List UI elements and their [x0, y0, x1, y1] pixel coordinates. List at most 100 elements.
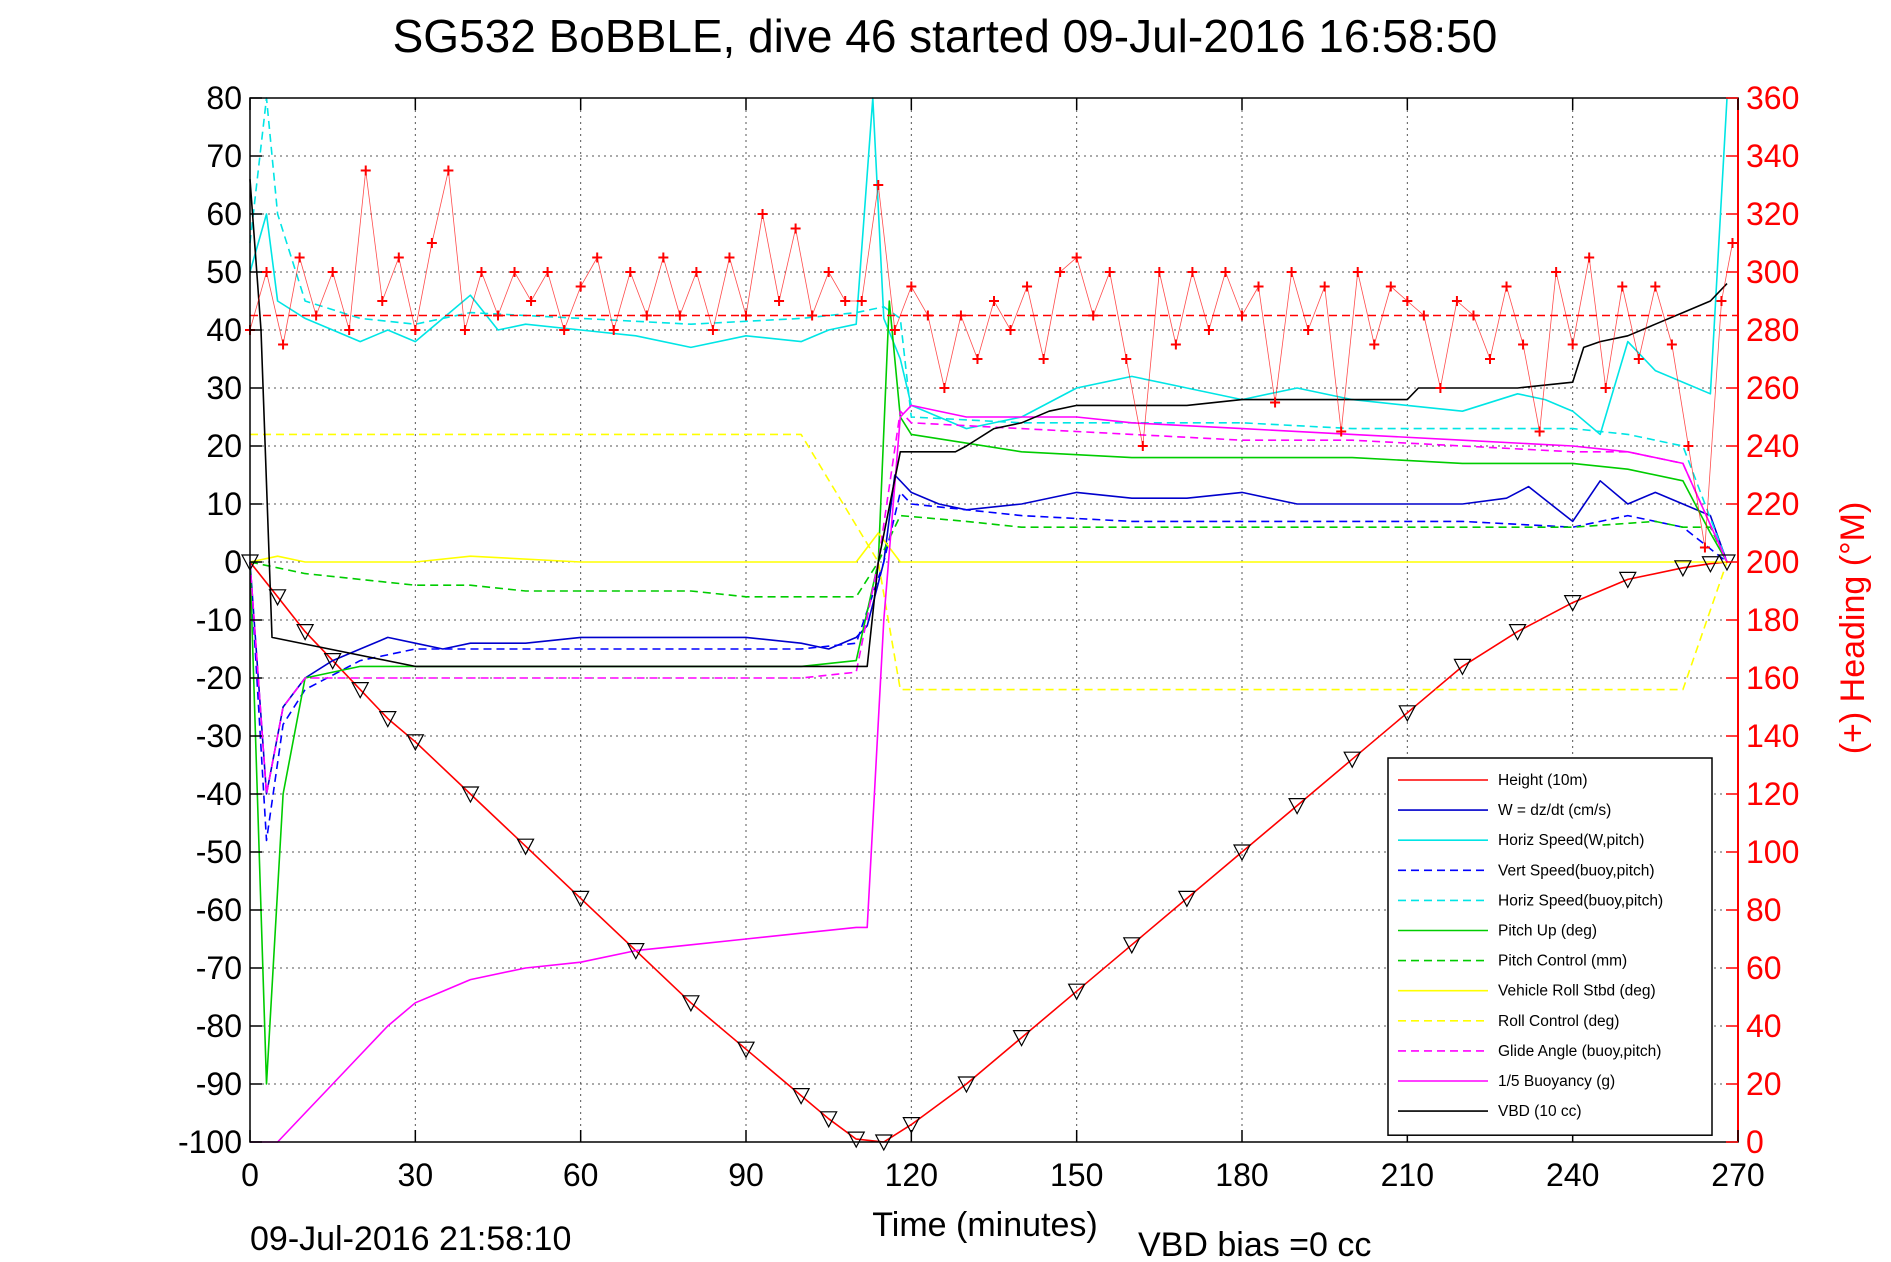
heading-point [294, 252, 305, 263]
heading-point [1055, 267, 1066, 277]
heading-point [1170, 339, 1181, 350]
depth-marker [1067, 983, 1086, 1001]
heading-point [459, 325, 470, 335]
heading-point [625, 267, 636, 277]
depth-marker [902, 1116, 921, 1134]
right-y-tick-label: 300 [1746, 254, 1799, 290]
heading-layer [245, 165, 1738, 553]
heading-point [1253, 281, 1264, 292]
heading-point [1187, 267, 1198, 277]
heading-point [1402, 296, 1413, 306]
heading-point [1270, 397, 1281, 408]
right-y-tick-label: 220 [1746, 486, 1799, 522]
heading-point [972, 354, 983, 364]
depth-marker [516, 838, 535, 856]
heading-point [1369, 339, 1380, 350]
y-tick-label: 70 [206, 138, 242, 174]
depth-marker [1508, 623, 1527, 641]
heading-point [790, 223, 801, 234]
heading-point [1435, 383, 1446, 393]
heading-point [1451, 296, 1462, 306]
heading-point [1336, 426, 1347, 437]
heading-point [1727, 238, 1738, 248]
heading-point [724, 252, 735, 263]
heading-point [493, 310, 503, 321]
heading-point [1005, 325, 1016, 335]
y-tick-label: -30 [196, 718, 242, 754]
legend-label: Pitch Control (mm) [1498, 953, 1627, 970]
heading-point [608, 325, 619, 335]
heading-point [1038, 354, 1049, 364]
depth-marker [1398, 705, 1417, 723]
series-layer [241, 97, 1736, 1152]
x-tick-label: 60 [563, 1157, 599, 1193]
heading-point [1303, 325, 1314, 335]
y-tick-label: -70 [196, 950, 242, 986]
depth-marker [847, 1131, 866, 1149]
heading-point [526, 296, 537, 306]
legend-label: 1/5 Buoyancy (g) [1498, 1073, 1615, 1090]
heading-point [1534, 426, 1545, 437]
x-tick-label: 180 [1215, 1157, 1268, 1193]
right-y-tick-label: 20 [1746, 1066, 1782, 1102]
heading-point [823, 267, 834, 277]
series-line [250, 404, 1728, 1143]
depth-marker [1012, 1029, 1031, 1047]
depth-marker [1563, 594, 1582, 612]
heading-point [1022, 281, 1033, 292]
heading-point [658, 252, 669, 263]
heading-point [476, 267, 487, 277]
heading-point [707, 325, 718, 335]
heading-point [1352, 267, 1363, 277]
series-line [250, 433, 1728, 691]
heading-point [1385, 281, 1396, 292]
heading-point [1501, 281, 1512, 292]
right-y-tick-label: 240 [1746, 428, 1799, 464]
legend: Height (10m) W = dz/dt (cm/s) Horiz Speed(… [1387, 757, 1713, 1136]
x-tick-label: 210 [1381, 1157, 1434, 1193]
heading-point [344, 325, 355, 335]
right-y-tick-label: 80 [1746, 892, 1782, 928]
legend-label: Roll Control (deg) [1498, 1013, 1619, 1030]
heading-point [1088, 310, 1099, 321]
y-tick-label: 0 [224, 544, 242, 580]
series-line [249, 97, 1728, 436]
heading-point [1683, 441, 1694, 451]
heading-point [1518, 339, 1529, 350]
depth-marker [1177, 890, 1196, 908]
right-y-tick-label: 340 [1746, 138, 1799, 174]
depth-marker [296, 623, 315, 641]
heading-point [261, 267, 272, 277]
depth-marker [268, 589, 287, 607]
x-tick-label: 0 [241, 1157, 259, 1193]
right-y-tick-label: 260 [1746, 370, 1799, 406]
legend-label: Height (10m) [1498, 772, 1588, 789]
heading-point [1551, 267, 1562, 277]
heading-point [1633, 354, 1644, 364]
heading-point [1220, 267, 1231, 277]
depth-marker [1288, 797, 1307, 815]
legend-label: Horiz Speed(buoy,pitch) [1498, 892, 1663, 909]
heading-point [1237, 310, 1247, 321]
y-tick-label: 50 [206, 254, 242, 290]
legend-box [1387, 757, 1713, 1136]
heading-point [377, 296, 388, 306]
heading-point [327, 267, 338, 277]
y-tick-label: -90 [196, 1066, 242, 1102]
y-tick-label: 30 [206, 370, 242, 406]
heading-point [1485, 354, 1495, 364]
heading-point [1666, 339, 1677, 350]
heading-point [1121, 354, 1132, 364]
y-tick-label: 10 [206, 486, 242, 522]
x-tick-label: 150 [1050, 1157, 1103, 1193]
heading-point [840, 296, 851, 306]
right-y-tick-label: 180 [1746, 602, 1799, 638]
depth-marker [1618, 571, 1637, 589]
y-tick-label: 20 [206, 428, 242, 464]
depth-marker [957, 1076, 976, 1094]
heading-point [278, 339, 289, 350]
heading-point [807, 310, 818, 321]
depth-marker [1233, 844, 1251, 862]
heading-point [1584, 252, 1595, 263]
